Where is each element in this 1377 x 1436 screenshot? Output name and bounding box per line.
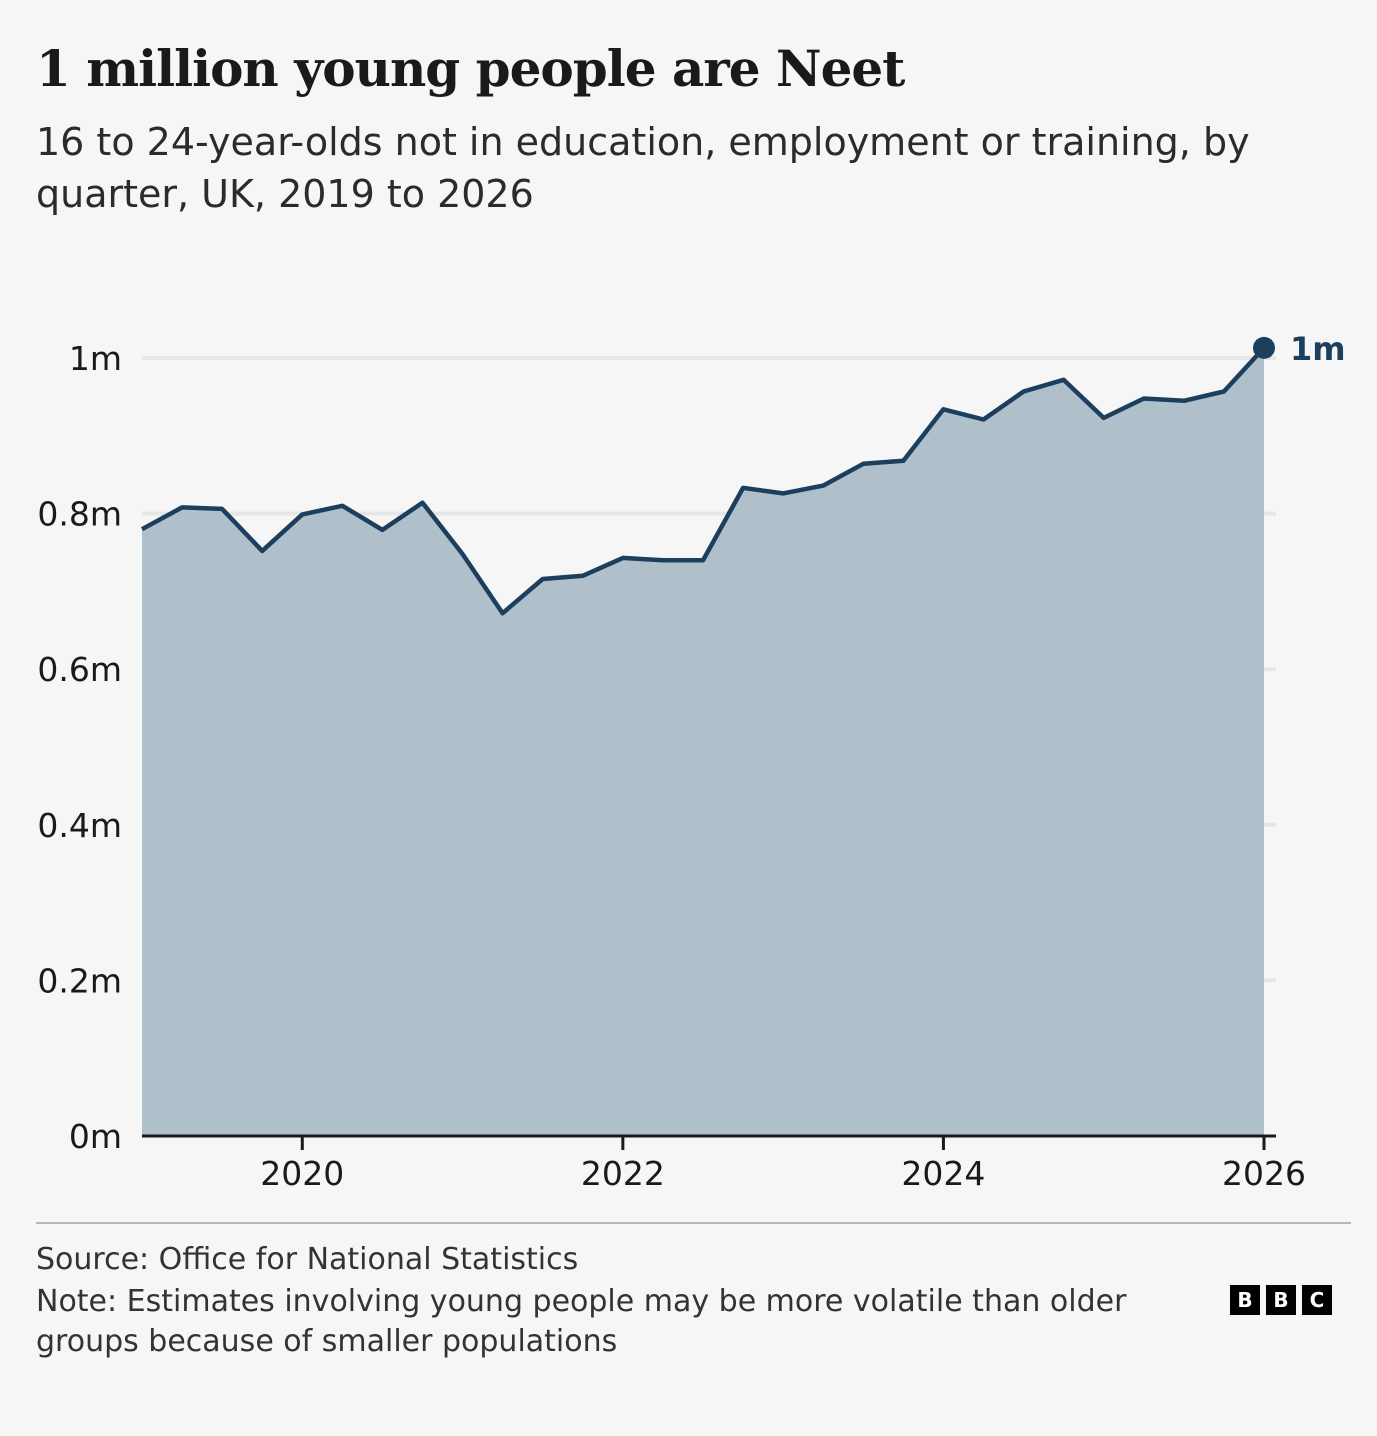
footer-divider [36,1222,1351,1224]
end-point-marker [1253,336,1275,359]
chart-subtitle: 16 to 24-year-olds not in education, emp… [36,120,1250,216]
logo-letter-b1: B [1230,1285,1260,1315]
bbc-logo: B B C [1230,1285,1332,1315]
y-tick-label: 0.4m [37,806,122,845]
note-text: Note: Estimates involving young people m… [36,1284,1127,1359]
area-chart: 0m 0.2m 0.4m 0.6m 0.8m 1m 2020 2022 2024 2026 1m [37,330,1346,1193]
y-tick-label: 0.2m [37,961,122,1000]
source-text: Source: Office for National Statistics [36,1242,579,1277]
x-axis-ticks: 2020 2022 2024 2026 [260,1136,1306,1193]
x-tick-label: 2024 [901,1154,985,1193]
end-point-label: 1m [1290,330,1346,368]
y-tick-label: 1m [69,339,122,378]
x-tick-label: 2022 [581,1154,665,1193]
y-tick-label: 0.6m [37,650,122,689]
chart-title: 1 million young people are Neet [36,39,905,98]
x-tick-label: 2026 [1222,1154,1306,1193]
logo-letter-b2: B [1266,1285,1296,1315]
y-tick-label: 0.8m [37,495,122,534]
logo-letter-c: C [1302,1285,1332,1315]
y-axis-ticks: 0m 0.2m 0.4m 0.6m 0.8m 1m [37,339,122,1156]
x-tick-label: 2020 [260,1154,344,1193]
y-tick-label: 0m [69,1117,122,1156]
series-line [140,346,1266,616]
area-fill [142,347,1264,1136]
